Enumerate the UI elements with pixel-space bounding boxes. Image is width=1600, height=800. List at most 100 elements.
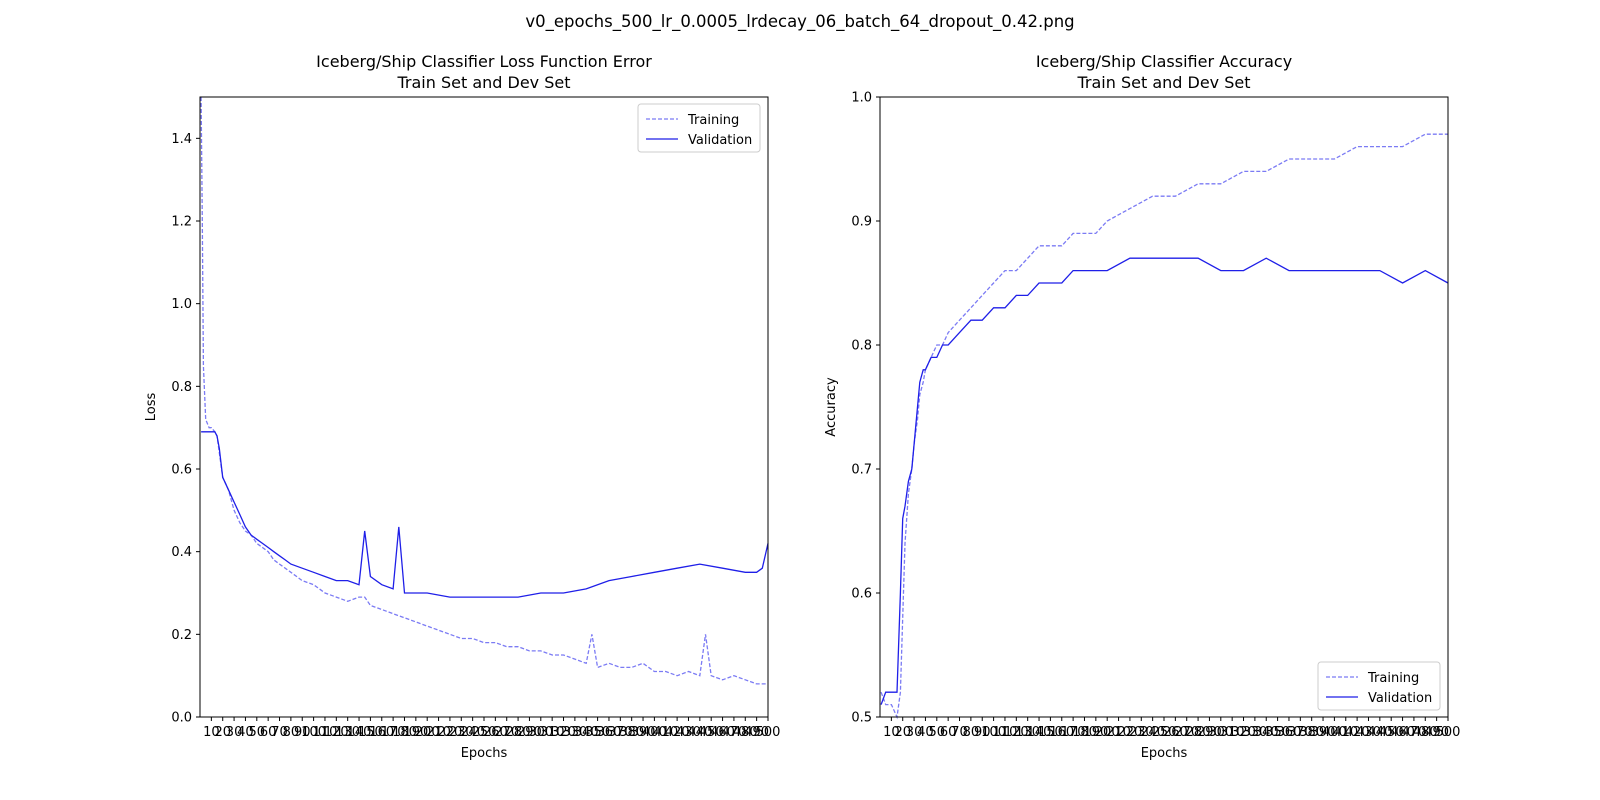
y-tick-label: 0.0 [171, 711, 192, 726]
x-tick-label: 400 [642, 725, 667, 740]
y-tick-label: 0.2 [171, 628, 192, 643]
x-tick-label: 450 [1379, 725, 1404, 740]
x-tick-label: 180 [1072, 725, 1097, 740]
x-tick-label: 330 [562, 725, 587, 740]
y-tick-label: 1.0 [851, 91, 872, 106]
chart-title: Iceberg/Ship Classifier Accuracy [1036, 52, 1292, 71]
x-tick-label: 120 [1004, 725, 1029, 740]
x-tick-label: 350 [585, 725, 610, 740]
x-tick-label: 490 [1424, 725, 1449, 740]
x-tick-label: 270 [1174, 725, 1199, 740]
x-tick-label: 470 [722, 725, 747, 740]
x-tick-label: 230 [1129, 725, 1154, 740]
x-tick-label: 60 [940, 725, 957, 740]
x-tick-label: 300 [528, 725, 553, 740]
x-tick-label: 50 [249, 725, 266, 740]
plot-frame [879, 96, 1449, 718]
x-tick-label: 260 [1163, 725, 1188, 740]
x-tick-label: 320 [1231, 725, 1256, 740]
x-tick-label: 260 [483, 725, 508, 740]
legend: Training Validation [1317, 661, 1441, 711]
x-tick-label: 60 [260, 725, 277, 740]
x-tick-label: 160 [1049, 725, 1074, 740]
x-tick-label: 430 [1356, 725, 1381, 740]
x-tick-label: 170 [381, 725, 406, 740]
x-tick-label: 20 [894, 725, 911, 740]
x-tick-label: 100 [301, 725, 326, 740]
x-axis-label: Epochs [461, 746, 508, 761]
x-tick-label: 220 [1118, 725, 1143, 740]
x-tick-label: 230 [449, 725, 474, 740]
loss-panel: Iceberg/Ship Classifier Loss Function Er… [144, 52, 780, 761]
x-tick-label: 10 [203, 725, 220, 740]
x-tick-label: 320 [551, 725, 576, 740]
y-axis-label: Loss [144, 393, 159, 422]
chart-title: Train Set and Dev Set [396, 73, 570, 92]
x-tick-label: 170 [1061, 725, 1086, 740]
y-axis-label: Accuracy [824, 377, 839, 437]
x-tick-label: 190 [1083, 725, 1108, 740]
x-tick-label: 80 [963, 725, 980, 740]
legend-label-validation: Validation [688, 133, 752, 148]
series-validation-line [880, 257, 1449, 705]
legend-label-training: Training [687, 113, 739, 128]
y-tick-label: 0.6 [851, 587, 872, 602]
x-tick-label: 200 [415, 725, 440, 740]
x-tick-label: 280 [1186, 725, 1211, 740]
x-tick-label: 440 [1367, 725, 1392, 740]
chart-title: Iceberg/Ship Classifier Loss Function Er… [316, 52, 652, 71]
x-tick-label: 330 [1242, 725, 1267, 740]
plot-frame [199, 96, 769, 718]
x-tick-label: 70 [271, 725, 288, 740]
x-tick-label: 120 [324, 725, 349, 740]
y-tick-label: 0.7 [851, 463, 872, 478]
x-tick-label: 90 [294, 725, 311, 740]
x-tick-label: 360 [597, 725, 622, 740]
x-tick-label: 270 [494, 725, 519, 740]
x-tick-label: 50 [929, 725, 946, 740]
x-tick-label: 400 [1322, 725, 1347, 740]
x-tick-label: 180 [392, 725, 417, 740]
x-tick-label: 110 [313, 725, 338, 740]
x-tick-label: 190 [403, 725, 428, 740]
x-tick-label: 430 [676, 725, 701, 740]
x-tick-label: 470 [1402, 725, 1427, 740]
x-tick-label: 250 [472, 725, 497, 740]
x-tick-label: 90 [974, 725, 991, 740]
x-tick-label: 290 [1197, 725, 1222, 740]
x-tick-label: 410 [1333, 725, 1358, 740]
x-tick-label: 450 [699, 725, 724, 740]
figure-title: v0_epochs_500_lr_0.0005_lrdecay_06_batch… [525, 12, 1075, 31]
x-tick-label: 130 [335, 725, 360, 740]
x-tick-label: 40 [237, 725, 254, 740]
y-tick-label: 0.8 [171, 380, 192, 395]
x-tick-label: 240 [460, 725, 485, 740]
x-tick-label: 280 [506, 725, 531, 740]
legend-label-validation: Validation [1368, 691, 1432, 706]
x-tick-label: 290 [517, 725, 542, 740]
x-tick-label: 460 [1390, 725, 1415, 740]
series-validation-line [201, 431, 769, 598]
x-tick-label: 220 [438, 725, 463, 740]
x-tick-label: 80 [283, 725, 300, 740]
y-tick-label: 0.9 [851, 215, 872, 230]
x-tick-label: 140 [347, 725, 372, 740]
x-tick-label: 20 [214, 725, 231, 740]
x-tick-label: 350 [1265, 725, 1290, 740]
x-tick-label: 10 [883, 725, 900, 740]
x-tick-label: 440 [687, 725, 712, 740]
x-tick-label: 30 [226, 725, 243, 740]
x-tick-label: 160 [369, 725, 394, 740]
y-tick-label: 1.2 [171, 215, 192, 230]
legend-box [1317, 661, 1441, 711]
x-tick-label: 420 [1345, 725, 1370, 740]
y-tick-label: 1.4 [171, 132, 192, 147]
x-tick-label: 380 [619, 725, 644, 740]
x-tick-label: 240 [1140, 725, 1165, 740]
x-tick-label: 340 [574, 725, 599, 740]
y-tick-label: 0.6 [171, 463, 192, 478]
x-tick-label: 110 [993, 725, 1018, 740]
accuracy-panel: Iceberg/Ship Classifier Accuracy Train Se… [824, 52, 1460, 761]
series-training-line [880, 133, 1448, 720]
x-tick-label: 360 [1277, 725, 1302, 740]
